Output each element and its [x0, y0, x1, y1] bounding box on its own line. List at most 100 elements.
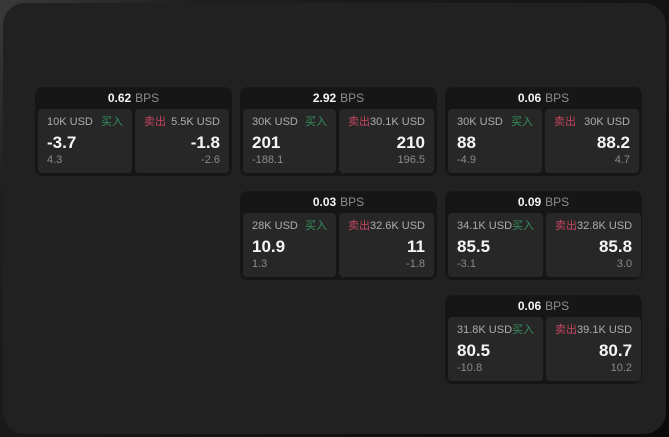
sell-delta: 3.0 — [616, 258, 633, 270]
card-body: 31.8K USD 买入 80.5 -10.8 卖出 39.1K USD 80.… — [448, 317, 642, 381]
buy-panel-top: 34.1K USD 买入 — [457, 220, 534, 233]
card-body: 28K USD 买入 10.9 1.3 卖出 32.6K USD 11 -1.8 — [243, 213, 434, 277]
bps-value: 0.06 — [517, 299, 542, 313]
spread-card: 0.03 BPS 28K USD 买入 10.9 1.3 卖出 32.6K US… — [240, 191, 437, 280]
buy-panel[interactable]: 28K USD 买入 10.9 1.3 — [243, 213, 336, 277]
sell-tag: 卖出 — [555, 220, 578, 232]
sell-panel-top: 卖出 32.8K USD — [555, 220, 632, 233]
buy-amount: 28K USD — [252, 220, 298, 232]
card-header: 0.06 BPS — [448, 295, 639, 317]
buy-price: 80.5 — [457, 341, 491, 360]
sell-panel[interactable]: 卖出 32.8K USD 85.8 3.0 — [546, 213, 642, 277]
app-panel: 0.62 BPS 10K USD 买入 -3.7 4.3 卖出 5.5K USD… — [3, 3, 666, 434]
buy-price: 88 — [457, 133, 476, 152]
card-header: 0.09 BPS — [448, 191, 639, 213]
sell-amount: 32.6K USD — [369, 220, 425, 232]
sell-panel-top: 卖出 39.1K USD — [555, 324, 632, 337]
buy-panel[interactable]: 10K USD 买入 -3.7 4.3 — [38, 109, 132, 173]
sell-panel[interactable]: 卖出 30K USD 88.2 4.7 — [545, 109, 639, 173]
card-header: 0.03 BPS — [243, 191, 434, 213]
buy-tag: 买入 — [101, 116, 123, 128]
card-header: 2.92 BPS — [243, 87, 434, 109]
sell-amount: 5.5K USD — [171, 116, 220, 128]
buy-panel[interactable]: 30K USD 买入 201 -188.1 — [243, 109, 336, 173]
sell-price: 210 — [396, 133, 425, 152]
bps-label: BPS — [545, 195, 570, 209]
buy-panel[interactable]: 30K USD 买入 88 -4.9 — [448, 109, 542, 173]
buy-delta: -188.1 — [252, 154, 284, 166]
bps-label: BPS — [135, 91, 160, 105]
buy-tag: 买入 — [304, 116, 327, 128]
bps-value: 0.06 — [517, 91, 542, 105]
buy-price: 201 — [252, 133, 281, 152]
card-header: 0.06 BPS — [448, 87, 639, 109]
sell-tag: 卖出 — [555, 324, 578, 336]
buy-amount: 30K USD — [252, 116, 298, 128]
bps-label: BPS — [340, 195, 365, 209]
sell-panel[interactable]: 卖出 39.1K USD 80.7 10.2 — [546, 317, 642, 381]
spread-card: 0.62 BPS 10K USD 买入 -3.7 4.3 卖出 5.5K USD… — [35, 87, 232, 176]
sell-price: 80.7 — [598, 341, 633, 360]
buy-panel-top: 30K USD 买入 — [457, 116, 533, 129]
sell-tag: 卖出 — [347, 220, 370, 232]
bps-label: BPS — [545, 91, 570, 105]
buy-price: 85.5 — [457, 237, 491, 256]
card-body: 10K USD 买入 -3.7 4.3 卖出 5.5K USD -1.8 -2.… — [38, 109, 229, 173]
buy-delta: -10.8 — [457, 362, 483, 374]
sell-panel-top: 卖出 32.6K USD — [348, 220, 425, 233]
sell-panel[interactable]: 卖出 30.1K USD 210 196.5 — [338, 109, 434, 173]
sell-tag: 卖出 — [554, 116, 576, 128]
sell-delta: 4.7 — [614, 154, 630, 166]
spread-card: 0.06 BPS 31.8K USD 买入 80.5 -10.8 卖出 39.1… — [445, 295, 642, 384]
card-header: 0.62 BPS — [38, 87, 229, 109]
sell-amount: 32.8K USD — [577, 220, 633, 232]
sell-tag: 卖出 — [144, 116, 166, 128]
sell-panel-top: 卖出 5.5K USD — [144, 116, 220, 129]
bps-label: BPS — [340, 91, 365, 105]
spread-card: 2.92 BPS 30K USD 买入 201 -188.1 卖出 30.1K … — [240, 87, 437, 176]
sell-price: 88.2 — [596, 133, 630, 152]
bps-value: 0.62 — [107, 91, 132, 105]
sell-delta: -2.6 — [201, 154, 220, 166]
buy-amount: 10K USD — [47, 116, 93, 128]
sell-price: 11 — [407, 237, 425, 256]
card-body: 30K USD 买入 201 -188.1 卖出 30.1K USD 210 1… — [243, 109, 434, 173]
buy-delta: 1.3 — [252, 258, 268, 270]
cards-grid: 0.62 BPS 10K USD 买入 -3.7 4.3 卖出 5.5K USD… — [35, 87, 642, 384]
sell-amount: 39.1K USD — [577, 324, 633, 336]
buy-panel-top: 31.8K USD 买入 — [457, 324, 534, 337]
buy-tag: 买入 — [512, 324, 535, 336]
sell-delta: 196.5 — [397, 154, 425, 166]
card-body: 34.1K USD 买入 85.5 -3.1 卖出 32.8K USD 85.8… — [448, 213, 642, 277]
sell-tag: 卖出 — [347, 116, 370, 128]
spread-card: 0.06 BPS 30K USD 买入 88 -4.9 卖出 30K USD 8… — [445, 87, 642, 176]
sell-panel[interactable]: 卖出 32.6K USD 11 -1.8 — [338, 213, 434, 277]
sell-price: 85.8 — [598, 237, 633, 256]
sell-delta: -1.8 — [406, 258, 425, 270]
bps-value: 0.09 — [517, 195, 542, 209]
sell-panel-top: 卖出 30K USD — [554, 116, 630, 129]
buy-delta: 4.3 — [47, 154, 63, 166]
buy-amount: 30K USD — [457, 116, 503, 128]
buy-amount: 31.8K USD — [457, 324, 513, 336]
buy-delta: -4.9 — [457, 154, 476, 166]
buy-tag: 买入 — [511, 116, 533, 128]
sell-amount: 30.1K USD — [369, 116, 425, 128]
buy-delta: -3.1 — [457, 258, 476, 270]
buy-tag: 买入 — [304, 220, 327, 232]
buy-tag: 买入 — [512, 220, 535, 232]
bps-value: 2.92 — [312, 91, 337, 105]
sell-amount: 30K USD — [584, 116, 630, 128]
sell-price: -1.8 — [190, 133, 220, 152]
buy-price: 10.9 — [252, 237, 286, 256]
bps-value: 0.03 — [312, 195, 337, 209]
buy-panel-top: 28K USD 买入 — [252, 220, 327, 233]
card-body: 30K USD 买入 88 -4.9 卖出 30K USD 88.2 4.7 — [448, 109, 639, 173]
buy-panel-top: 30K USD 买入 — [252, 116, 327, 129]
spread-card: 0.09 BPS 34.1K USD 买入 85.5 -3.1 卖出 32.8K… — [445, 191, 642, 280]
buy-panel[interactable]: 34.1K USD 买入 85.5 -3.1 — [448, 213, 544, 277]
sell-panel-top: 卖出 30.1K USD — [348, 116, 425, 129]
sell-panel[interactable]: 卖出 5.5K USD -1.8 -2.6 — [135, 109, 229, 173]
buy-panel[interactable]: 31.8K USD 买入 80.5 -10.8 — [448, 317, 544, 381]
buy-panel-top: 10K USD 买入 — [47, 116, 123, 129]
